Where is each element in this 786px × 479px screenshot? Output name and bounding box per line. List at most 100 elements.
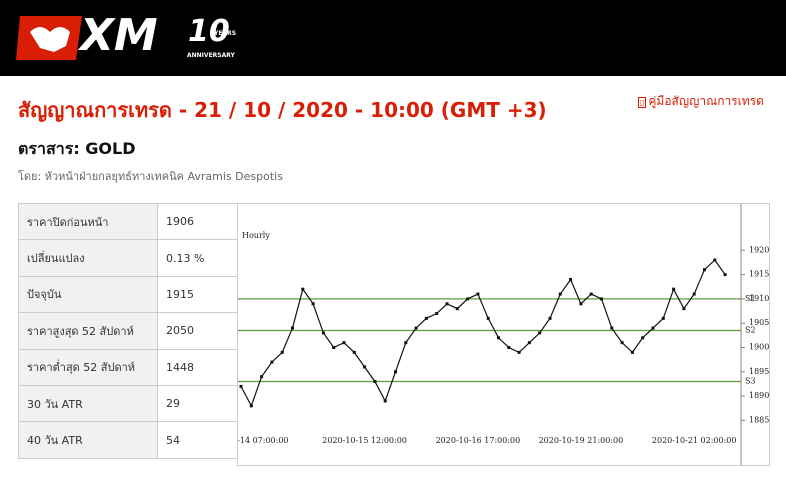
- row-label: ราคาต่ำสุด 52 สัปดาห์: [18, 348, 158, 386]
- price-point: [373, 380, 377, 384]
- y-tick-label: 1910: [749, 294, 769, 303]
- price-point: [321, 331, 325, 335]
- row-value: 1448: [157, 348, 238, 386]
- y-tick-label: 1895: [749, 367, 769, 376]
- price-point: [589, 292, 593, 296]
- price-point: [682, 307, 686, 311]
- price-point: [610, 326, 614, 330]
- price-point: [311, 302, 315, 306]
- table-row: ปัจจุบัน 1915: [18, 275, 238, 314]
- pdf-icon: ▯: [638, 97, 647, 108]
- price-point: [630, 350, 634, 354]
- row-label: ราคาสูงสุด 52 สัปดาห์: [18, 312, 158, 350]
- price-point: [558, 292, 562, 296]
- table-row: 40 วัน ATR 54: [18, 421, 238, 459]
- badge-top: YEARS: [214, 30, 237, 37]
- price-point: [435, 311, 439, 315]
- price-point: [600, 297, 603, 301]
- table-row: เปลี่ยนแปลง 0.13 %: [18, 239, 238, 277]
- price-point: [424, 316, 428, 320]
- price-point: [445, 302, 449, 306]
- price-point: [723, 273, 727, 277]
- level-label: S3: [745, 377, 756, 386]
- y-tick-label: 1900: [749, 343, 769, 352]
- price-point: [692, 292, 696, 296]
- logo-emblem: [16, 16, 82, 60]
- price-point: [579, 302, 583, 306]
- x-tick-label: 2020-10-15 12:00:00: [322, 436, 407, 445]
- author: โดย: หัวหน้าฝ่ายกลยุทธ์ทางเทคนิค Avramis…: [18, 170, 283, 183]
- table-row: ราคาปิดก่อนหน้า 1906: [18, 202, 238, 241]
- price-point: [569, 277, 573, 281]
- price-point: [538, 331, 542, 335]
- price-point: [703, 268, 706, 272]
- page-title: สัญญาณการเทรด - 21 / 10 / 2020 - 10:00 (…: [18, 98, 547, 122]
- price-point: [301, 287, 305, 291]
- price-point: [466, 297, 470, 301]
- instrument: ตราสาร: GOLD: [18, 139, 136, 158]
- price-point: [332, 346, 336, 350]
- row-label: ปัจจุบัน: [18, 275, 158, 314]
- price-point: [383, 399, 387, 403]
- price-point: [280, 350, 284, 354]
- price-point: [507, 346, 511, 350]
- y-tick-label: 1920: [749, 245, 769, 254]
- price-point: [249, 404, 253, 408]
- chart: Hourly 1885 1890 1895 1900 1905 1910 1915 1920 2…: [237, 203, 770, 466]
- info-table: ราคาปิดก่อนหน้า 1906 เปลี่ยนแปลง 0.13 % ปัจจ…: [18, 202, 238, 459]
- row-value: 1915: [157, 275, 238, 314]
- price-point: [414, 326, 418, 330]
- row-value: 2050: [157, 312, 238, 350]
- price-point: [672, 287, 676, 291]
- header: XM 10 YEARS ANNIVERSARY: [0, 0, 786, 76]
- price-point: [548, 316, 552, 320]
- price-point: [260, 375, 264, 379]
- x-tick-label: 2020-10-16 17:00:00: [436, 436, 521, 445]
- row-label: เปลี่ยนแปลง: [18, 239, 158, 277]
- row-label: 30 วัน ATR: [18, 384, 158, 423]
- guide-link-text[interactable]: คู่มือสัญญาณการเทรด: [648, 94, 764, 108]
- chart-label: Hourly: [242, 231, 270, 240]
- price-point: [394, 370, 397, 374]
- row-value: 1906: [157, 202, 238, 241]
- price-point: [239, 384, 243, 388]
- price-point: [497, 336, 500, 340]
- price-point: [713, 258, 717, 262]
- price-point: [527, 341, 531, 345]
- x-tick-label: 20-10-14 07:00:00: [237, 436, 289, 445]
- row-value: 0.13 %: [157, 239, 238, 277]
- table-row: ราคาสูงสุด 52 สัปดาห์ 2050: [18, 312, 238, 350]
- price-point: [517, 350, 521, 354]
- price-point: [620, 341, 624, 345]
- price-point: [661, 316, 665, 320]
- y-tick-label: 1905: [749, 318, 769, 327]
- price-point: [404, 341, 408, 345]
- price-point: [291, 326, 294, 330]
- table-row: ราคาต่ำสุด 52 สัปดาห์ 1448: [18, 348, 238, 386]
- price-point: [476, 292, 480, 296]
- price-point: [363, 365, 367, 369]
- y-tick-label: 1885: [749, 415, 769, 424]
- row-label: 40 วัน ATR: [18, 421, 158, 459]
- y-tick-label: 1890: [749, 391, 769, 400]
- price-point: [455, 307, 459, 311]
- badge-bottom: ANNIVERSARY: [187, 52, 235, 59]
- price-point: [352, 350, 356, 354]
- level-label: S2: [745, 326, 756, 335]
- table-row: 30 วัน ATR 29: [18, 384, 238, 423]
- price-point: [342, 341, 346, 345]
- badge: 10: [188, 14, 230, 49]
- x-tick-label: 2020-10-21 02:00:00: [652, 436, 737, 445]
- x-tick-label: 2020-10-19 21:00:00: [539, 436, 624, 445]
- price-point: [486, 316, 490, 320]
- row-value: 29: [157, 384, 238, 423]
- level-label: S1: [745, 294, 756, 303]
- price-line: [240, 259, 726, 408]
- brand: XM: [80, 10, 158, 61]
- price-point: [641, 336, 645, 340]
- price-point: [270, 360, 274, 364]
- row-label: ราคาปิดก่อนหน้า: [18, 202, 158, 241]
- row-value: 54: [157, 421, 238, 459]
- guide-link[interactable]: ▯ คู่มือสัญญาณการเทรด: [638, 92, 764, 111]
